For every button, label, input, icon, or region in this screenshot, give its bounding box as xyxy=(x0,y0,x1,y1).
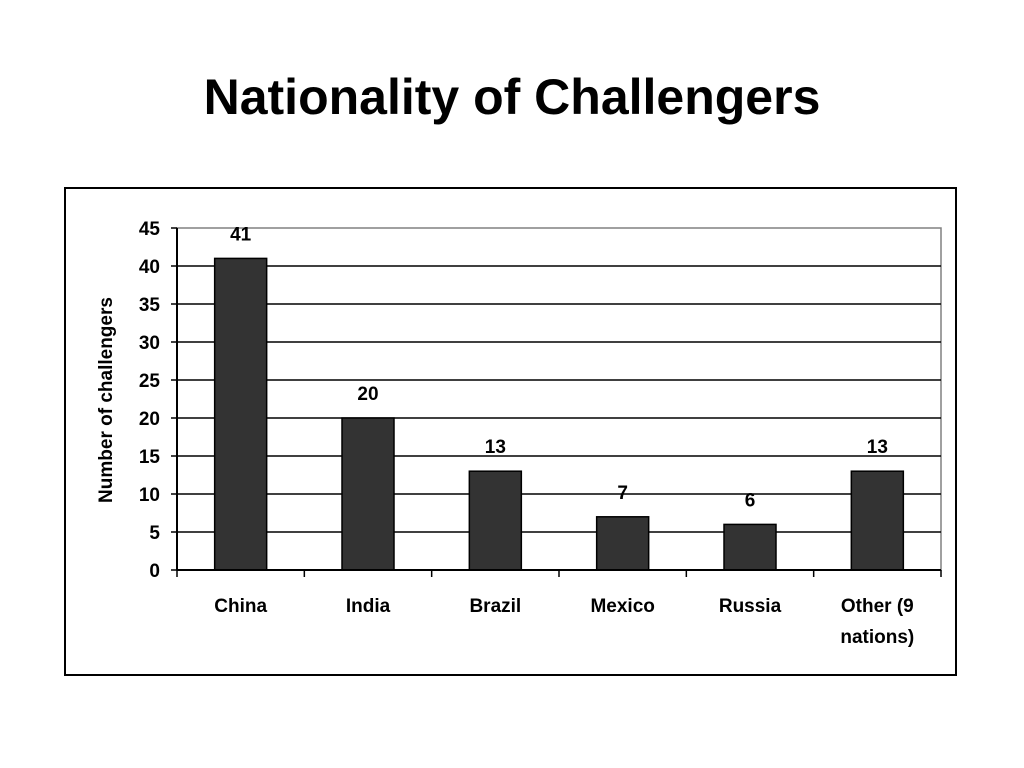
data-label: 13 xyxy=(485,437,506,458)
x-tick-label: India xyxy=(346,596,391,617)
y-tick-label: 30 xyxy=(139,333,160,354)
y-tick-label: 25 xyxy=(139,371,161,392)
bar xyxy=(595,516,650,571)
y-tick-label: 45 xyxy=(139,219,161,240)
bars xyxy=(213,257,905,571)
chart-title: Nationality of Challengers xyxy=(203,69,821,125)
data-label: 13 xyxy=(867,437,888,458)
y-tick-label: 35 xyxy=(139,295,161,316)
chart-frame xyxy=(64,187,957,676)
x-tick-label: Russia xyxy=(719,596,782,617)
bar xyxy=(723,523,777,571)
plot-area-border xyxy=(176,227,942,571)
data-label: 41 xyxy=(230,224,252,245)
gridlines xyxy=(176,227,942,571)
y-tick-label: 10 xyxy=(139,485,160,506)
y-axis-title: Number of challengers xyxy=(96,297,117,503)
bar xyxy=(213,257,268,571)
data-label: 20 xyxy=(357,384,378,405)
y-tick-label: 0 xyxy=(149,561,160,582)
x-tick-label: Other (9 nations) xyxy=(840,596,914,648)
bar xyxy=(468,470,523,571)
axes xyxy=(171,227,942,577)
bar xyxy=(341,417,395,571)
y-tick-label: 15 xyxy=(139,447,161,468)
x-tick-label: Brazil xyxy=(469,596,521,617)
y-tick-label: 5 xyxy=(149,523,160,544)
x-tick-label: China xyxy=(214,596,267,617)
x-tick-label: Mexico xyxy=(590,596,654,617)
data-label: 7 xyxy=(617,483,628,504)
data-label: 6 xyxy=(745,490,756,511)
y-tick-label: 40 xyxy=(139,257,160,278)
labels: 0 5 10 15 20 25 30 35 40 45 41 China 20 India 13 Brazil… xyxy=(139,219,914,648)
bar xyxy=(850,470,905,571)
y-tick-label: 20 xyxy=(139,409,160,430)
